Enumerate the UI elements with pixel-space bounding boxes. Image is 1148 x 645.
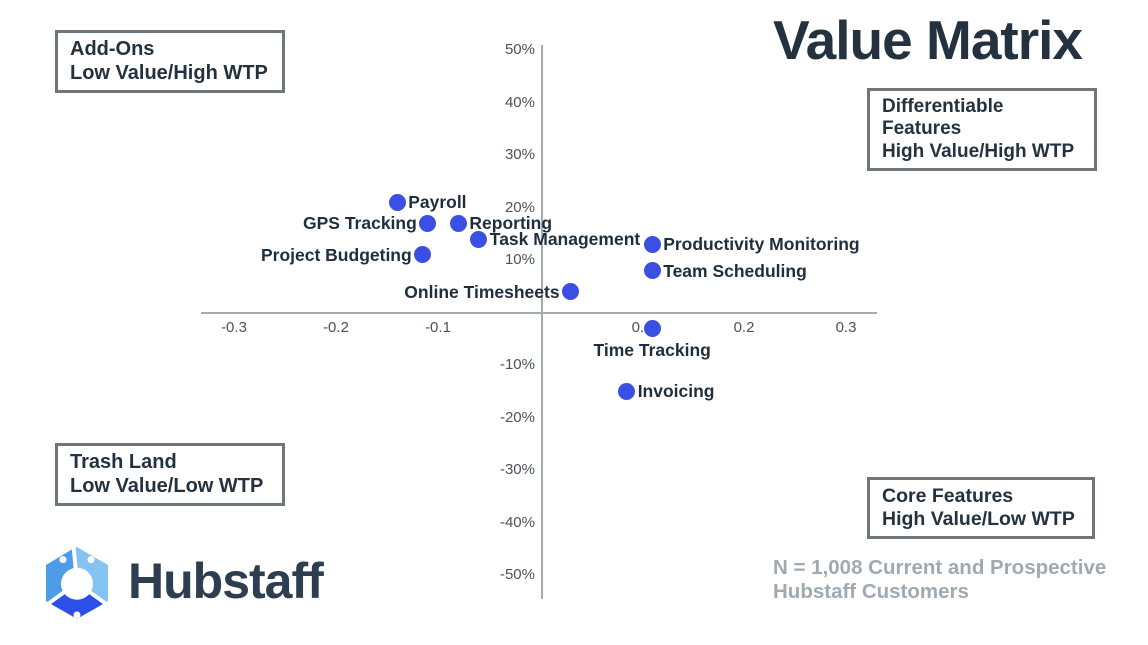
y-tick-label: -50% (499, 566, 535, 583)
scatter-point-label: GPS Tracking (303, 213, 417, 234)
y-tick-label: 10% (504, 251, 535, 268)
y-tick-label: 30% (504, 146, 535, 163)
scatter-point (414, 246, 432, 264)
scatter-point-label: Invoicing (637, 381, 715, 402)
quadrant-line: Core Features (882, 485, 1014, 507)
scatter-point-label: Project Budgeting (260, 244, 412, 265)
scatter-point (643, 235, 661, 253)
y-tick-label: -20% (499, 408, 535, 426)
scatter-point-label: Task Management (489, 229, 641, 249)
y-tick-label: 20% (504, 198, 535, 216)
page-title: Value Matrix (773, 9, 1083, 71)
quadrant-label-add-ons: Add-Ons Low Value/High WTP (55, 30, 285, 94)
quadrant-line: Trash Land (70, 451, 177, 473)
quadrant-line: High Value/High WTP (882, 140, 1075, 162)
hubstaff-logo-icon (45, 546, 109, 619)
scatter-point-label: Payroll (408, 192, 467, 213)
y-tick-label: -40% (499, 513, 535, 531)
hubstaff-wordmark: Hubstaff (128, 553, 324, 609)
x-tick-label: 0.2 (733, 319, 755, 336)
scatter-point (449, 214, 467, 232)
scatter-point-label: Team Scheduling (663, 260, 807, 281)
scatter-point (618, 382, 636, 400)
quadrant-line: Features (882, 118, 962, 140)
sample-size-note-line: Hubstaff Customers (773, 579, 969, 603)
y-tick-label: -30% (499, 461, 535, 478)
scatter-point (419, 214, 437, 232)
quadrant-label-differentiable-features: Differentiable Features High Value/High … (867, 88, 1097, 172)
scatter-point-label: Online Timesheets (404, 281, 560, 302)
scatter-point (643, 262, 661, 279)
hubstaff-logo: Hubstaff (36, 544, 324, 622)
scatter-point-label: Reporting (469, 213, 553, 234)
scatter-point (562, 283, 580, 300)
scatter-point (470, 230, 488, 248)
scatter-point-label: Time Tracking (593, 340, 711, 361)
quadrant-line: High Value/Low WTP (882, 508, 1075, 530)
sample-size-note: N = 1,008 Current and Prospective Hubsta… (773, 556, 1106, 603)
quadrant-line: Differentiable (882, 96, 1004, 117)
scatter-point (388, 193, 406, 211)
y-tick-label: 40% (504, 93, 535, 111)
y-axis-line (541, 45, 543, 599)
x-tick-label: 0.3 (835, 319, 857, 336)
quadrant-label-trash-land: Trash Land Low Value/Low WTP (55, 443, 285, 507)
x-tick-label: -0.2 (323, 319, 349, 336)
sample-size-note-line: N = 1,008 Current and Prospective (773, 556, 1107, 579)
x-tick-label: -0.3 (221, 319, 247, 336)
x-axis-line (201, 312, 877, 314)
quadrant-line: Add-Ons (70, 38, 155, 60)
y-tick-label: 50% (504, 41, 535, 58)
scatter-point-label: Productivity Monitoring (663, 234, 860, 255)
y-tick-label: -10% (499, 356, 535, 373)
scatter-point (643, 319, 661, 337)
x-tick-label: 0.1 (631, 319, 653, 336)
quadrant-label-core-features: Core Features High Value/Low WTP (867, 477, 1095, 539)
quadrant-line: Low Value/High WTP (70, 61, 268, 84)
quadrant-line: Low Value/Low WTP (70, 474, 264, 497)
x-tick-label: -0.1 (425, 319, 451, 336)
